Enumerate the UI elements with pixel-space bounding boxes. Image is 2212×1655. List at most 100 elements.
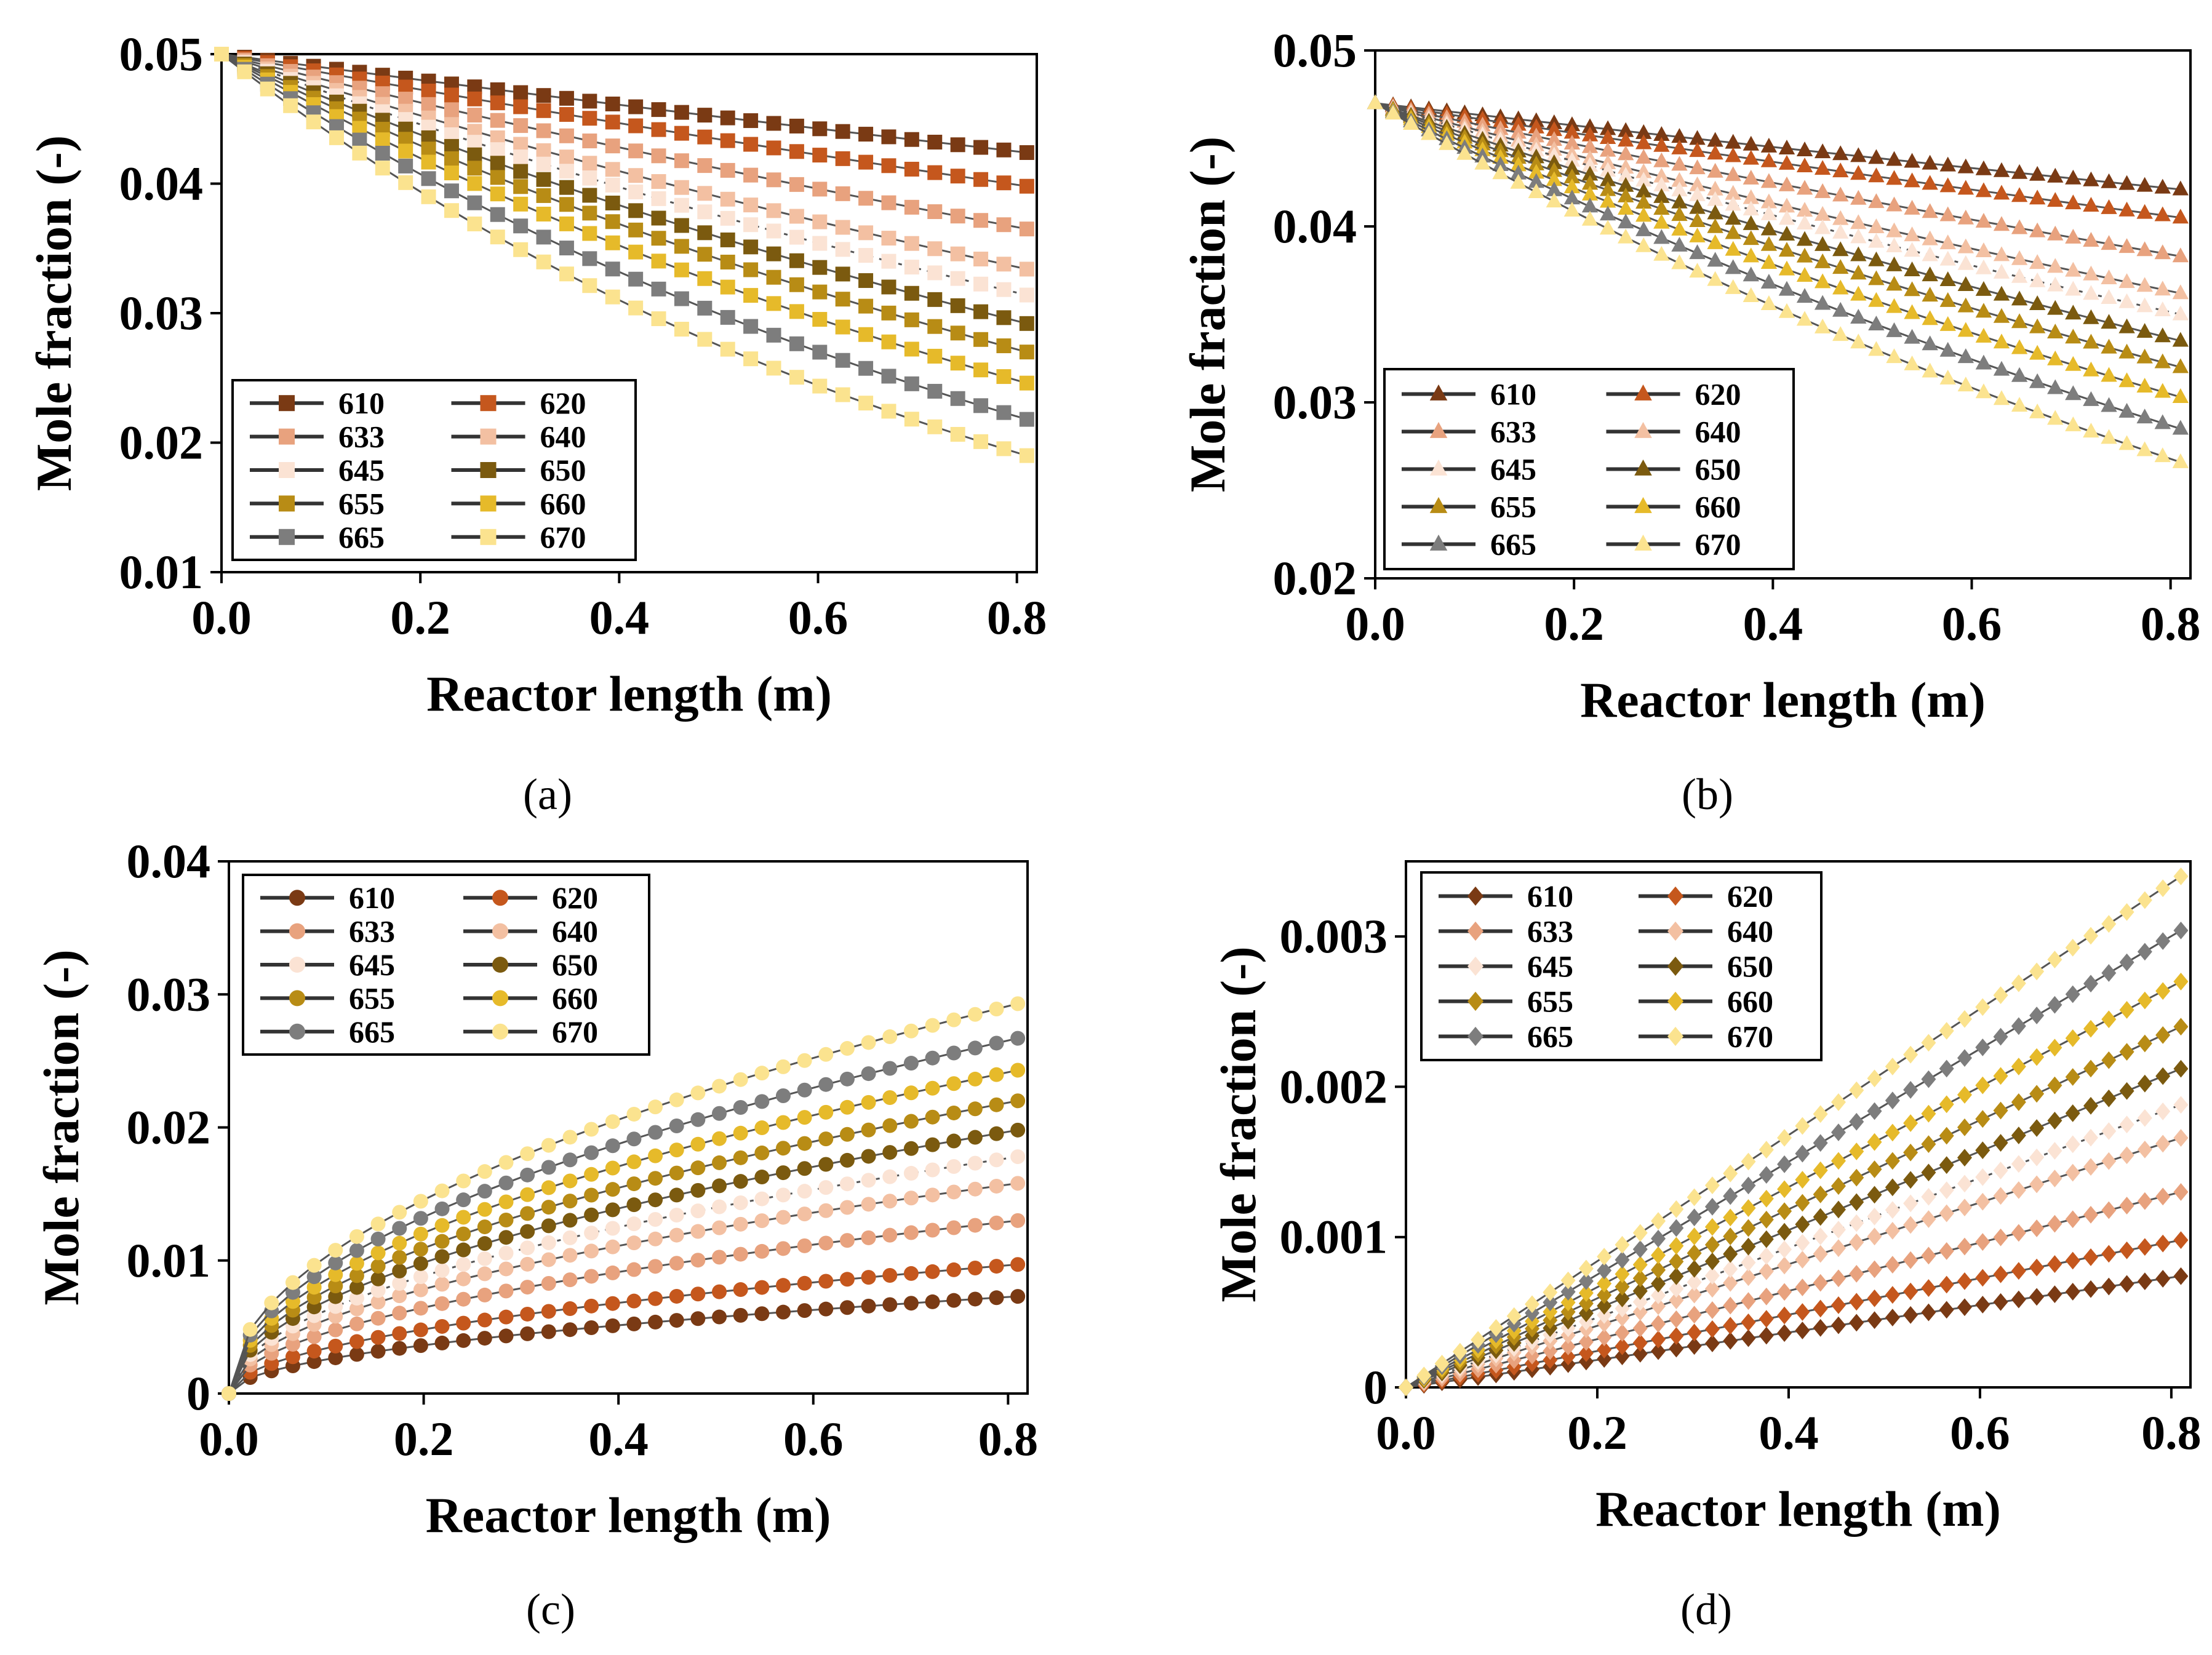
data-point	[1725, 279, 1741, 294]
legend-swatch-marker	[1467, 991, 1483, 1011]
series-line	[1375, 102, 2181, 398]
data-point	[1759, 1166, 1774, 1184]
data-point	[2173, 1183, 2189, 1201]
data-point	[1904, 355, 1920, 370]
legend-swatch-marker	[480, 395, 497, 412]
legend-label: 665	[338, 520, 385, 554]
data-point	[720, 254, 735, 269]
data-point	[818, 1180, 834, 1195]
legend-label: 620	[1727, 879, 1773, 914]
y-tick-label: 0.05	[119, 27, 204, 81]
data-point	[605, 1182, 620, 1197]
data-point	[1795, 1234, 1810, 1252]
data-point	[1903, 1282, 1919, 1301]
series-610	[1367, 94, 2189, 196]
data-point	[2155, 1234, 2171, 1253]
data-point	[434, 1296, 450, 1311]
data-point	[434, 1218, 450, 1233]
data-point	[628, 184, 644, 199]
series-line	[1375, 102, 2181, 219]
data-point	[881, 279, 896, 295]
data-point	[1993, 216, 2010, 231]
data-point	[2101, 1122, 2117, 1140]
data-point	[2119, 1043, 2134, 1061]
data-point	[2119, 903, 2134, 921]
data-point	[2011, 250, 2028, 265]
data-point	[562, 1152, 578, 1168]
data-point	[2118, 343, 2135, 359]
data-point	[1581, 157, 1599, 172]
data-point	[2136, 204, 2153, 219]
data-point	[421, 142, 436, 157]
data-point	[1868, 270, 1885, 285]
data-point	[1867, 1133, 1882, 1151]
data-point	[2154, 353, 2171, 369]
data-point	[490, 186, 505, 202]
data-point	[1723, 1208, 1738, 1227]
data-point	[2173, 1018, 2189, 1036]
data-point	[328, 1338, 343, 1354]
data-point	[1528, 118, 1544, 134]
data-point	[413, 1226, 428, 1242]
data-point	[2065, 281, 2082, 296]
data-point	[1725, 166, 1741, 181]
data-point	[1814, 236, 1831, 251]
data-point	[835, 151, 850, 166]
data-point	[2047, 1112, 2062, 1130]
data-point	[839, 1200, 855, 1215]
legend-label: 650	[1727, 949, 1773, 984]
data-point	[2136, 348, 2153, 364]
series-633	[222, 1213, 1026, 1401]
legend-swatch-marker	[1634, 384, 1652, 401]
data-point	[858, 361, 874, 376]
data-point	[1725, 259, 1741, 274]
data-point	[237, 64, 252, 79]
data-point	[1635, 237, 1652, 252]
data-point	[996, 441, 1012, 457]
x-tick-label: 0.4	[1743, 597, 1803, 650]
data-point	[2118, 435, 2135, 450]
data-point	[1599, 220, 1616, 235]
data-point	[996, 217, 1012, 233]
data-point	[967, 1101, 983, 1117]
data-point	[1814, 219, 1831, 234]
data-point	[2083, 333, 2099, 349]
data-point	[1759, 1210, 1774, 1229]
data-point	[1868, 218, 1885, 233]
data-point	[1597, 1248, 1612, 1266]
data-point	[1687, 1306, 1702, 1324]
data-point	[2047, 300, 2064, 315]
data-point	[775, 1187, 791, 1203]
data-point	[1922, 154, 1938, 170]
data-point	[2101, 338, 2117, 354]
legend-swatch-marker	[289, 1023, 305, 1040]
data-point	[651, 191, 666, 206]
data-point	[2047, 192, 2064, 207]
data-point	[1831, 1177, 1846, 1195]
data-point	[2065, 1135, 2080, 1154]
data-point	[375, 161, 390, 176]
data-point	[797, 1206, 812, 1222]
data-point	[2155, 1103, 2171, 1120]
data-point	[1957, 276, 1974, 291]
data-point	[559, 241, 574, 256]
data-point	[1867, 1311, 1882, 1330]
data-point	[1813, 1245, 1828, 1263]
data-point	[413, 1242, 428, 1257]
y-tick-label: 0.01	[127, 1234, 211, 1287]
data-point	[1617, 159, 1634, 174]
data-point	[1488, 1319, 1504, 1337]
data-point	[1669, 1237, 1684, 1255]
data-point	[1922, 362, 1938, 378]
data-point	[669, 1288, 684, 1304]
data-point	[1975, 1168, 1990, 1186]
data-point	[1578, 1272, 1594, 1290]
data-point	[1796, 142, 1813, 157]
data-point	[903, 1114, 919, 1129]
data-point	[1723, 1227, 1738, 1245]
data-point	[541, 1324, 556, 1339]
data-point	[789, 177, 804, 192]
data-point	[1795, 1303, 1810, 1321]
data-point	[1669, 1200, 1684, 1218]
data-point	[1849, 1264, 1864, 1283]
